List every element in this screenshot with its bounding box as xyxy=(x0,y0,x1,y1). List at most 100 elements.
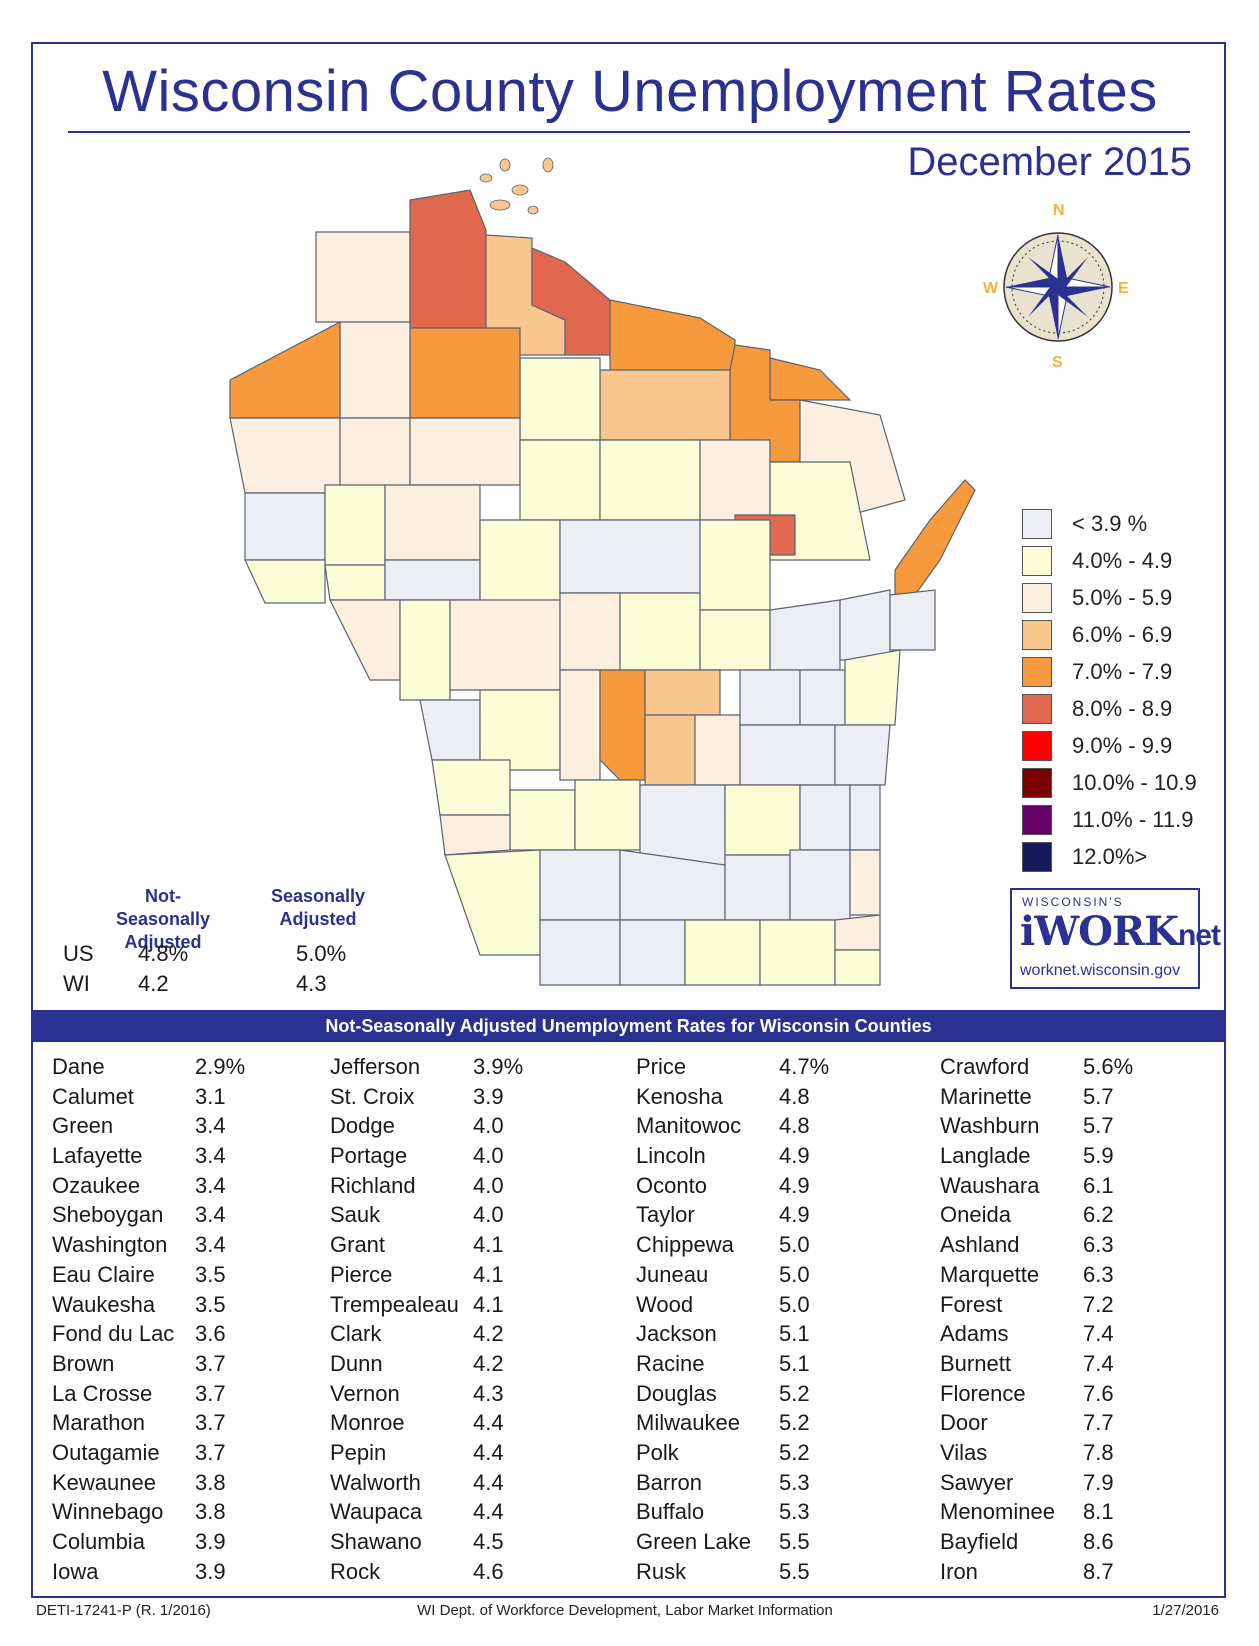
county-name: Dane xyxy=(52,1054,105,1079)
county-name: Price xyxy=(636,1054,687,1079)
county-outagamie xyxy=(769,599,841,671)
title-divider xyxy=(68,131,1190,133)
county-iowa xyxy=(539,849,621,921)
county-rate: 5.3 xyxy=(779,1499,810,1525)
county-trempealeau xyxy=(399,599,451,701)
county-name: Milwaukee xyxy=(636,1410,740,1436)
county-langlade xyxy=(699,439,771,521)
county-buffalo xyxy=(329,599,401,681)
county-name: Eau Claire xyxy=(52,1261,155,1287)
table-row: Jefferson 3.9% xyxy=(330,1054,610,1084)
map-legend: < 3.9 % 4.0% - 4.9 5.0% - 5.9 6.0% - 6.9 7.0… xyxy=(1022,505,1222,875)
legend-swatch xyxy=(1022,804,1052,835)
county-name: Waukesha xyxy=(52,1291,156,1317)
legend-label: 9.0% - 9.9 xyxy=(1072,732,1173,758)
county-name: Manitowoc xyxy=(636,1113,742,1139)
legend-swatch xyxy=(1022,545,1052,576)
county-rate: 5.5 xyxy=(779,1529,810,1554)
county-name: Richland xyxy=(330,1172,416,1198)
county-name: Jefferson xyxy=(330,1054,421,1079)
county-name: Wood xyxy=(636,1291,694,1317)
county-name: Waupaca xyxy=(330,1499,423,1525)
county-rusk xyxy=(409,417,521,486)
table-row: Sauk 4.0 xyxy=(330,1202,610,1232)
table-row: Barron 5.3 xyxy=(636,1470,916,1500)
legend-label: 11.0% - 11.9 xyxy=(1072,806,1194,832)
legend-label: 6.0% - 6.9 xyxy=(1072,621,1173,647)
county-rate: 7.7 xyxy=(1083,1410,1114,1436)
table-row: Marathon 3.7 xyxy=(52,1410,332,1440)
county-name: Grant xyxy=(330,1232,386,1258)
table-row: Langlade 5.9 xyxy=(940,1143,1220,1173)
county-waushara xyxy=(644,669,721,716)
county-crawford xyxy=(439,814,511,856)
legend-item: < 3.9 % xyxy=(1022,505,1222,542)
table-row: Sawyer 7.9 xyxy=(940,1470,1220,1500)
table-row: Vilas 7.8 xyxy=(940,1440,1220,1470)
table-row: Rusk 5.5 xyxy=(636,1559,916,1589)
table-row: Washington 3.4 xyxy=(52,1232,332,1262)
county-name: Marquette xyxy=(940,1261,1040,1287)
county-rate: 6.1 xyxy=(1083,1172,1114,1198)
county-vilas xyxy=(609,299,736,371)
table-row: Wood 5.0 xyxy=(636,1292,916,1322)
county-washington xyxy=(799,784,851,851)
county-burnett xyxy=(229,321,341,419)
county-rate: 3.7 xyxy=(195,1439,226,1465)
table-row: Price 4.7% xyxy=(636,1054,916,1084)
county-rate: 4.4 xyxy=(473,1439,504,1465)
worknet-logo[interactable]: WISCONSIN'S iWORKnet worknet.wisconsin.g… xyxy=(1010,888,1221,989)
county-name: Vernon xyxy=(330,1380,400,1406)
table-row: Pierce 4.1 xyxy=(330,1262,610,1292)
table-row: Brown 3.7 xyxy=(52,1351,332,1381)
table-row: Rock 4.6 xyxy=(330,1559,610,1589)
table-row: Green 3.4 xyxy=(52,1113,332,1143)
county-price xyxy=(519,357,601,441)
county-name: Green Lake xyxy=(636,1529,751,1554)
county-name: Outagamie xyxy=(52,1439,160,1465)
county-name: Green xyxy=(52,1113,114,1139)
county-rate: 4.6 xyxy=(473,1558,504,1584)
county-name: Iowa xyxy=(52,1558,99,1584)
county-rate: 3.9 xyxy=(195,1529,226,1554)
table-row: Grant 4.1 xyxy=(330,1232,610,1262)
county-rate: 3.4 xyxy=(195,1113,226,1139)
county-fond-du-lac xyxy=(739,724,836,786)
county-rate: 7.2 xyxy=(1083,1291,1114,1317)
county-wood xyxy=(559,592,621,671)
legend-swatch xyxy=(1022,841,1052,872)
county-oneida xyxy=(599,369,731,441)
legend-label: 12.0%> xyxy=(1072,843,1148,869)
county-name: Trempealeau xyxy=(330,1291,459,1317)
county-jefferson xyxy=(724,854,791,921)
county-juneau xyxy=(559,669,601,781)
county-rate: 3.5 xyxy=(195,1291,226,1317)
county-rate: 4.8 xyxy=(779,1083,810,1109)
county-brown xyxy=(839,589,891,661)
county-dunn xyxy=(324,484,386,566)
table-row: Dane 2.9% xyxy=(52,1054,332,1084)
legend-swatch xyxy=(1022,767,1052,798)
legend-item: 7.0% - 7.9 xyxy=(1022,653,1222,690)
county-name: Florence xyxy=(940,1380,1026,1406)
legend-swatch xyxy=(1022,508,1052,539)
county-name: Marathon xyxy=(52,1410,145,1436)
county-rate: 4.4 xyxy=(473,1410,504,1436)
county-name: Forest xyxy=(940,1291,1003,1317)
county-rate: 6.3 xyxy=(1083,1261,1114,1287)
us-sa: 5.0% xyxy=(296,941,347,966)
table-row: Monroe 4.4 xyxy=(330,1410,610,1440)
county-rate: 7.4 xyxy=(1083,1350,1114,1376)
county-sauk xyxy=(574,779,641,851)
county-calumet xyxy=(799,669,846,726)
county-milwaukee xyxy=(849,849,881,916)
county-rate: 7.6 xyxy=(1083,1380,1114,1406)
worknet-url[interactable]: worknet.wisconsin.gov xyxy=(1020,962,1181,979)
county-columbia xyxy=(639,784,726,866)
apostle-islands xyxy=(479,157,554,215)
legend-label: 8.0% - 8.9 xyxy=(1072,695,1173,721)
county-st-croix xyxy=(244,492,326,561)
table-row: Walworth 4.4 xyxy=(330,1470,610,1500)
legend-item: 10.0% - 10.9 xyxy=(1022,764,1222,801)
county-florence xyxy=(769,357,852,401)
